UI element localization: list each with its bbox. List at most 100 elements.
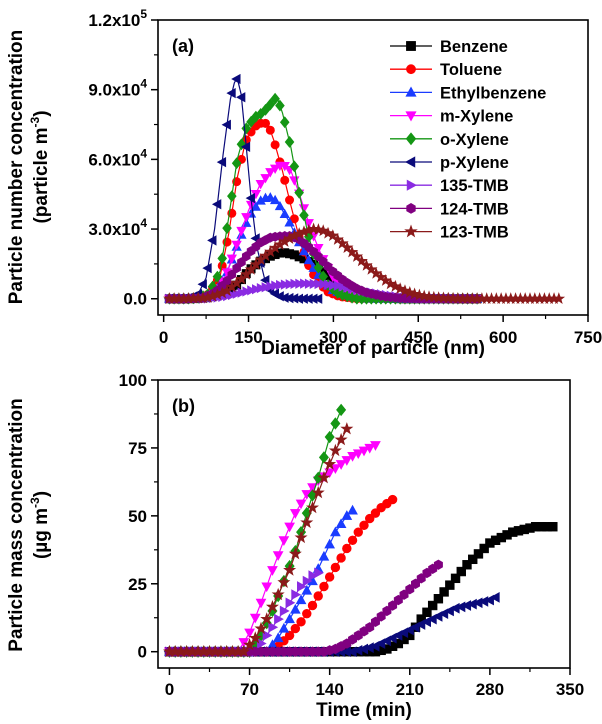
y-tick-base: 1.2x10 (88, 11, 140, 30)
legend-item: m-Xylene (390, 108, 513, 126)
legend-marker (406, 202, 416, 214)
data-point (304, 278, 315, 289)
data-point (268, 621, 279, 633)
data-point (276, 279, 286, 291)
data-point (207, 235, 217, 246)
data-point (289, 509, 301, 519)
legend-marker (405, 132, 417, 146)
data-point (245, 193, 255, 204)
data-point (267, 566, 278, 576)
data-point (336, 553, 346, 563)
data-point (324, 572, 335, 582)
data-point (284, 613, 295, 624)
data-point (295, 278, 305, 289)
data-point (324, 430, 335, 444)
data-point (300, 515, 314, 529)
legend-marker (406, 64, 416, 75)
legend-item: p-Xylene (390, 154, 509, 172)
data-point (272, 551, 284, 561)
data-point (352, 449, 364, 460)
data-point (312, 293, 323, 304)
legend-label: 123-TMB (440, 224, 509, 242)
data-point (240, 141, 251, 152)
series-group (162, 403, 558, 658)
legend-marker (406, 41, 416, 51)
y-tick-label: 6.0x104 (88, 146, 147, 169)
series-group (163, 73, 566, 305)
y-tick-label: 25 (128, 575, 147, 594)
y-tick-exponent: 4 (140, 216, 147, 230)
data-point (279, 116, 290, 129)
data-point (284, 217, 295, 227)
data-point (318, 451, 329, 464)
data-point (303, 254, 314, 265)
legend-item: Ethylbenzene (390, 84, 546, 102)
data-point (222, 222, 232, 235)
unit-end: ) (31, 110, 52, 116)
data-point (270, 92, 280, 105)
legend-label: m-Xylene (440, 108, 513, 126)
data-point (353, 527, 363, 537)
data-point (265, 98, 276, 111)
y-tick-base: 25 (128, 575, 147, 594)
data-point (197, 279, 207, 290)
data-point (265, 600, 279, 613)
data-point (350, 249, 364, 262)
data-point (254, 621, 268, 635)
legend-item: o-Xylene (390, 131, 509, 149)
data-point (227, 190, 237, 203)
series-line (169, 596, 496, 653)
data-point (300, 278, 310, 289)
data-point (271, 587, 285, 601)
x-tick-label: 140 (315, 680, 343, 699)
legend-label: 124-TMB (440, 200, 509, 218)
data-point (302, 575, 313, 587)
data-point (279, 208, 290, 219)
data-point (221, 119, 231, 130)
data-point (302, 608, 312, 619)
data-point (250, 201, 262, 211)
data-point (294, 530, 308, 544)
data-point (226, 88, 236, 99)
unit-end: ) (31, 491, 52, 497)
data-point (226, 254, 237, 264)
data-point (265, 125, 275, 135)
y-axis-unit-label: (particle m-3) (28, 110, 52, 223)
data-point (296, 617, 306, 627)
data-point (340, 422, 354, 435)
data-point (289, 603, 301, 614)
panel-label: (a) (172, 36, 194, 56)
data-point (260, 174, 271, 184)
data-point (271, 280, 281, 291)
legend-label: Benzene (440, 38, 508, 56)
data-point (336, 403, 347, 417)
y-tick-label: 100 (119, 371, 147, 390)
data-point (280, 279, 291, 290)
data-point (308, 570, 319, 581)
data-point (242, 286, 252, 297)
data-point (269, 164, 281, 174)
data-point (255, 598, 267, 609)
x-tick-label: 750 (574, 328, 602, 347)
series-line (169, 428, 348, 653)
data-point (255, 180, 266, 190)
data-point (244, 628, 255, 639)
data-point (294, 186, 304, 199)
data-point (358, 446, 370, 457)
y-tick-label: 75 (128, 439, 147, 458)
data-point (450, 573, 461, 584)
data-point (231, 157, 242, 170)
x-tick-label: 0 (165, 680, 174, 699)
data-point (313, 591, 323, 601)
legend-item: Toluene (390, 61, 502, 79)
data-point (298, 245, 310, 256)
legend-item: 135-TMB (390, 177, 509, 195)
plot-frame (157, 19, 589, 316)
data-point (231, 73, 241, 85)
legend-label: Toluene (440, 61, 502, 79)
data-point (365, 513, 375, 524)
data-point (211, 199, 222, 210)
data-point (270, 140, 280, 150)
legend-marker (405, 156, 416, 168)
y-tick-label: 9.0x104 (88, 77, 147, 100)
